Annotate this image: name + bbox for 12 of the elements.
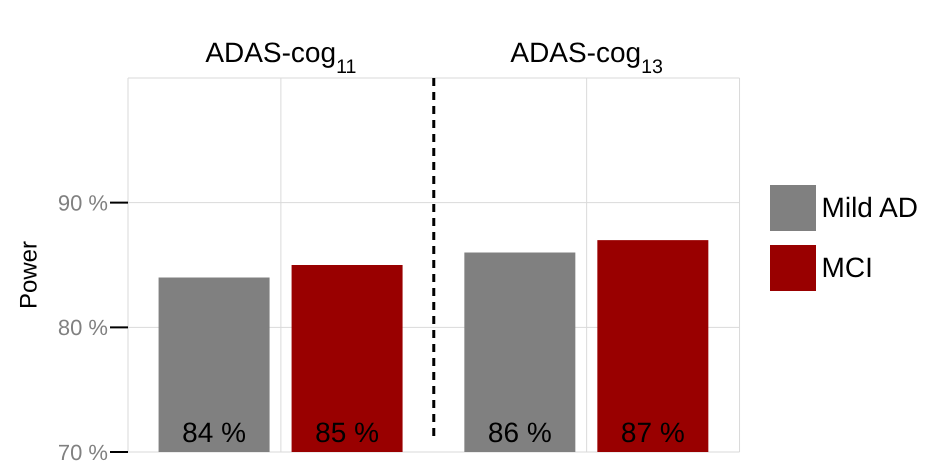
y-axis-title: Power <box>16 240 43 310</box>
legend-label: MCI <box>822 251 873 285</box>
y-tick-label: 70 % <box>58 440 108 465</box>
x-tick-label: ADAS-cog$_{11}$ <box>205 37 356 78</box>
legend-label: Mild AD <box>822 191 918 225</box>
y-tick-label: 90 % <box>58 190 108 216</box>
data-label: 87 % <box>620 417 685 448</box>
data-label: 84 % <box>182 417 246 448</box>
data-label: 86 % <box>488 417 552 448</box>
y-tick-label: 80 % <box>58 315 108 340</box>
x-tick-label: ADAS-cog$_{13}$ <box>510 37 664 78</box>
data-label: 85 % <box>315 417 379 448</box>
